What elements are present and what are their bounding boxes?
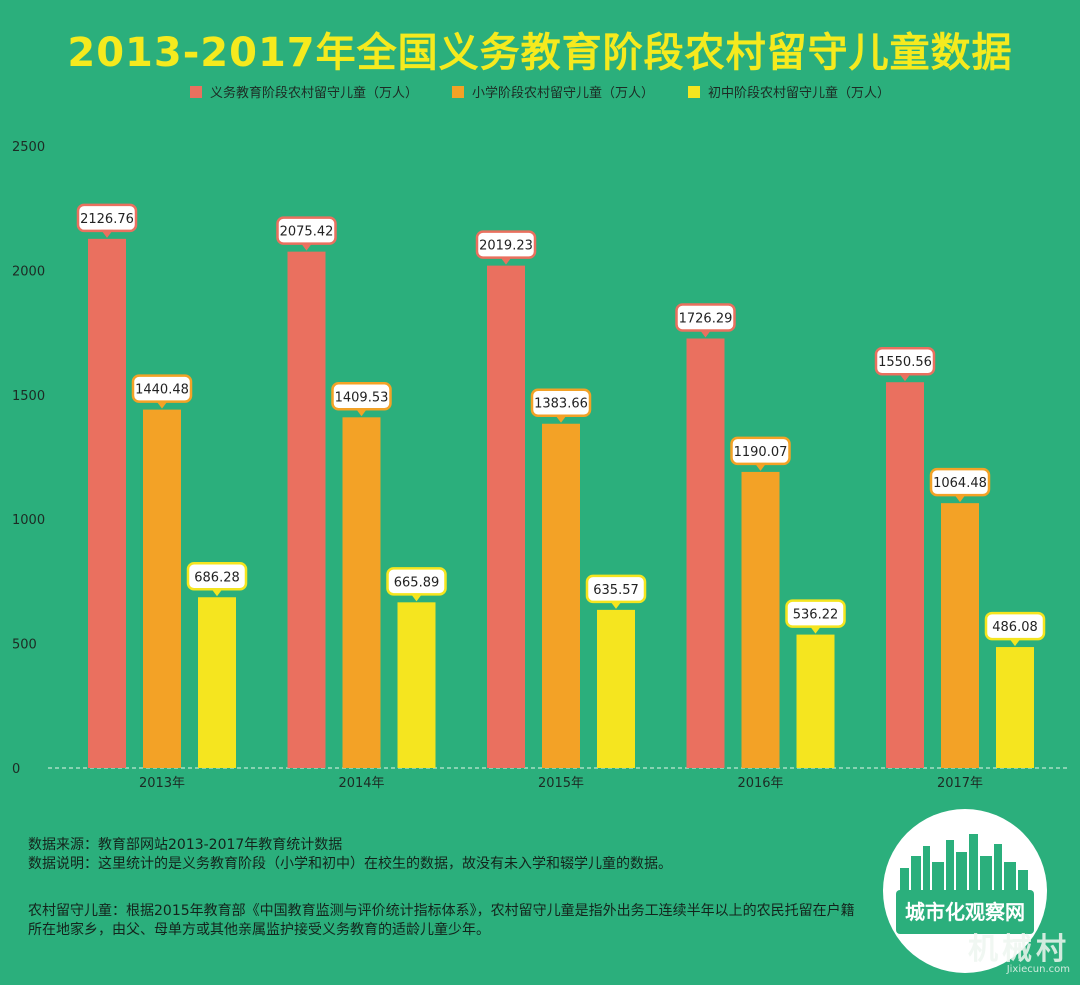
watermark: 机械村 Jixiecun.com xyxy=(968,924,1070,975)
value-label: 2019.23 xyxy=(479,239,533,254)
value-label: 686.28 xyxy=(194,570,240,585)
value-label-pointer xyxy=(410,593,423,602)
value-label-pointer xyxy=(156,400,168,409)
value-label-pointer xyxy=(610,600,622,609)
value-label: 1383.66 xyxy=(534,397,588,412)
legend-item-primary: 小学阶段农村留守儿童（万人） xyxy=(451,82,654,101)
legend-swatch-junior xyxy=(688,85,700,98)
value-label-pointer xyxy=(954,494,966,503)
value-label-pointer xyxy=(899,373,911,382)
bar xyxy=(686,338,725,768)
notes-source-block: 数据来源：教育部网站2013-2017年教育统计数据 数据说明：这里统计的是义务… xyxy=(28,836,672,874)
value-label: 1440.48 xyxy=(135,383,189,398)
value-label: 1409.53 xyxy=(335,390,389,405)
y-tick-label: 2000 xyxy=(12,264,45,279)
value-label-pointer xyxy=(355,408,368,417)
bar xyxy=(143,409,181,768)
chart-title: 2013-2017年全国义务教育阶段农村留守儿童数据 xyxy=(67,30,1013,76)
bar xyxy=(996,647,1034,768)
watermark-text: 机械村 xyxy=(968,932,1070,967)
value-label-pointer xyxy=(1009,638,1021,647)
bar xyxy=(941,503,979,768)
value-label: 1064.48 xyxy=(933,476,987,491)
x-tick-label: 2017年 xyxy=(937,776,983,791)
data-source-note: 数据来源：教育部网站2013-2017年教育统计数据 xyxy=(28,837,343,853)
bar xyxy=(88,238,126,768)
data-explanation-note: 数据说明：这里统计的是义务教育阶段（小学和初中）在校生的数据，故没有未入学和辍学… xyxy=(28,856,672,872)
value-label-pointer xyxy=(101,229,113,238)
bar xyxy=(287,251,326,768)
value-label: 486.08 xyxy=(992,620,1038,635)
x-tick-label: 2014年 xyxy=(338,776,384,791)
legend-swatch-primary xyxy=(451,85,464,98)
y-tick-label: 1500 xyxy=(12,389,45,404)
value-label: 2126.76 xyxy=(80,212,134,227)
legend-label-primary: 小学阶段农村留守儿童（万人） xyxy=(471,86,654,101)
legend-swatch-compulsory xyxy=(189,85,202,98)
bar xyxy=(487,265,525,768)
y-tick-label: 0 xyxy=(12,762,20,777)
bar xyxy=(198,597,236,768)
value-label-pointer xyxy=(809,625,822,634)
value-label: 635.57 xyxy=(593,583,639,598)
legend-label-junior: 初中阶段农村留守儿童（万人） xyxy=(708,86,891,101)
value-label-pointer xyxy=(555,414,567,423)
value-label: 665.89 xyxy=(394,575,440,590)
x-tick-label: 2016年 xyxy=(737,776,783,791)
bar xyxy=(397,602,436,768)
value-label-pointer xyxy=(211,588,223,597)
value-label-pointer xyxy=(500,256,512,265)
legend-item-compulsory: 义务教育阶段农村留守儿童（万人） xyxy=(189,82,418,101)
bar xyxy=(886,382,924,768)
logo-text: 城市化观察网 xyxy=(905,900,1025,924)
bar xyxy=(741,471,780,768)
city-logo: 城市化观察网 xyxy=(883,809,1047,973)
x-tick-label: 2013年 xyxy=(139,776,185,791)
y-tick-label: 2500 xyxy=(12,140,45,155)
y-tick-label: 1000 xyxy=(12,513,45,528)
value-label: 1726.29 xyxy=(679,311,733,326)
x-tick-label: 2015年 xyxy=(538,776,584,791)
bar xyxy=(342,417,381,768)
y-tick-label: 500 xyxy=(12,638,37,653)
bar xyxy=(597,609,635,768)
watermark-url: Jixiecun.com xyxy=(1006,964,1070,975)
definition-note: 农村留守儿童：根据2015年教育部《中国教育监测与评价统计指标体系》，农村留守儿… xyxy=(28,903,855,938)
legend-item-junior: 初中阶段农村留守儿童（万人） xyxy=(688,82,890,101)
value-label-pointer xyxy=(300,242,313,251)
value-label: 2075.42 xyxy=(280,225,334,240)
value-label-pointer xyxy=(699,329,712,338)
legend-label-compulsory: 义务教育阶段农村留守儿童（万人） xyxy=(209,86,418,101)
bar xyxy=(796,634,835,768)
value-label: 1190.07 xyxy=(734,445,788,460)
value-label: 1550.56 xyxy=(878,355,932,370)
value-label: 536.22 xyxy=(793,608,839,623)
value-label-pointer xyxy=(754,462,767,471)
bar xyxy=(542,423,580,768)
chart-legend: 义务教育阶段农村留守儿童（万人） 小学阶段农村留守儿童（万人） 初中阶段农村留守… xyxy=(0,82,1080,101)
